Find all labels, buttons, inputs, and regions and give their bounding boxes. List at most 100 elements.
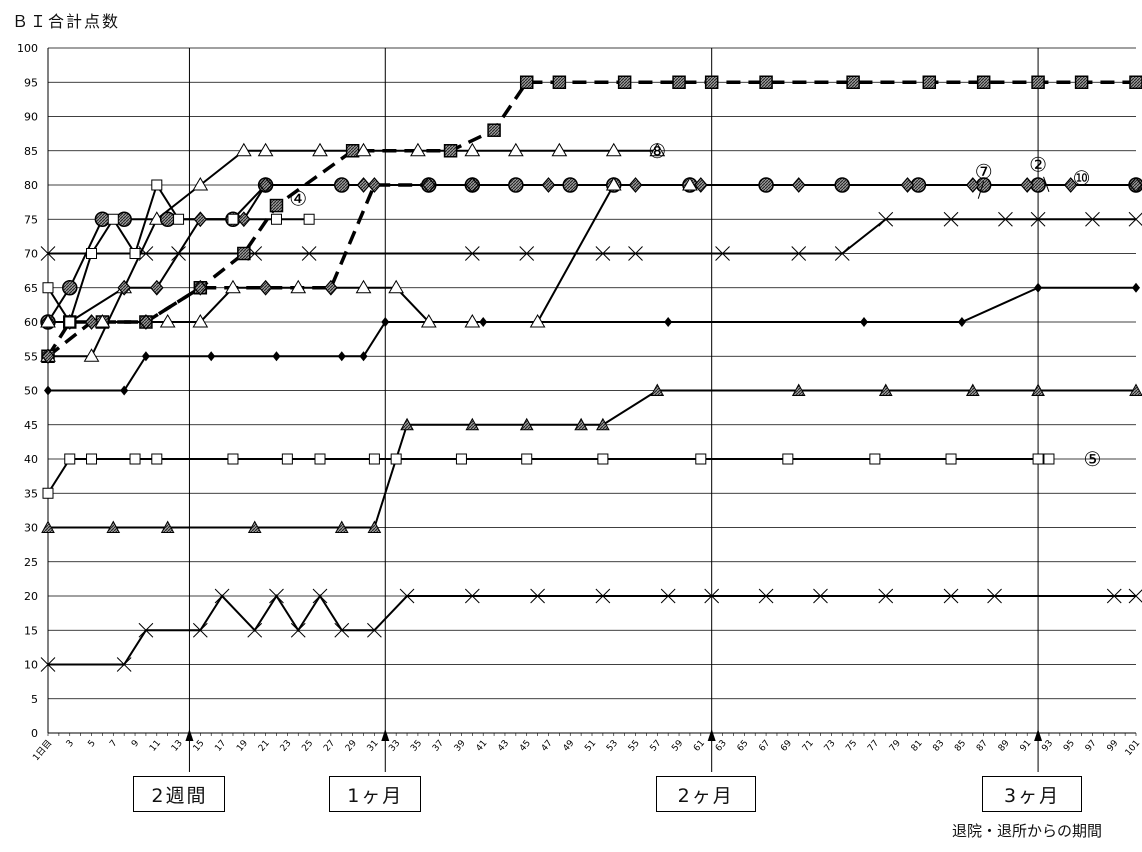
marker-diamond-filled <box>359 351 368 362</box>
x-tick-label: 53 <box>605 739 620 754</box>
marker-triangle-open <box>507 142 524 157</box>
marker-x <box>998 211 1013 227</box>
marker-triangle-hatched <box>878 383 893 396</box>
marker-square-open <box>695 453 707 465</box>
marker-square-open <box>86 453 98 465</box>
marker-square-open <box>869 453 881 465</box>
marker-diamond-hatched <box>1129 177 1142 193</box>
marker-circle-filled <box>94 211 111 227</box>
marker-square-open <box>314 453 326 465</box>
x-tick-label: 21 <box>257 739 272 754</box>
marker-x <box>138 622 154 638</box>
series-markers <box>40 177 698 328</box>
x-tick-label: 45 <box>518 739 533 754</box>
x-tick-label: 61 <box>692 739 707 754</box>
marker-x <box>834 246 850 261</box>
milestone-label: 1ヶ月 <box>347 784 404 807</box>
milestone-label-box: 2週間 <box>133 776 226 812</box>
marker-square-filled <box>1074 75 1089 89</box>
marker-x <box>301 246 317 261</box>
milestone-arrow <box>381 729 390 741</box>
marker-x <box>595 246 611 261</box>
marker-x <box>247 246 263 261</box>
marker-square-filled <box>487 123 501 137</box>
marker-diamond-hatched <box>258 177 273 193</box>
y-tick-label: 100 <box>17 42 38 55</box>
marker-square-open <box>303 213 315 225</box>
x-tick-label: 81 <box>910 739 925 754</box>
marker-diamond-hatched <box>1063 177 1078 193</box>
y-tick-label: 90 <box>24 111 38 124</box>
marker-triangle-open <box>235 142 252 157</box>
marker-x <box>116 657 132 672</box>
x-tick-label: 3 <box>65 739 76 750</box>
marker-triangle-open <box>192 314 209 328</box>
marker-square-open <box>390 453 402 465</box>
y-tick-label: 85 <box>24 145 38 158</box>
y-tick-label: 10 <box>24 659 38 672</box>
x-tick-label: 47 <box>540 739 555 754</box>
milestone-arrow <box>185 729 194 741</box>
marker-diamond-filled <box>479 317 488 327</box>
marker-triangle-hatched <box>791 383 806 396</box>
marker-diamond-filled <box>1034 282 1043 293</box>
marker-square-open <box>281 453 293 465</box>
y-tick-label: 35 <box>24 487 38 500</box>
x-tick-label: 19 <box>235 738 250 753</box>
marker-x <box>312 588 328 604</box>
marker-circle-filled <box>159 211 176 227</box>
marker-x <box>464 246 480 261</box>
marker-triangle-open <box>464 142 481 157</box>
marker-triangle-open <box>312 142 328 157</box>
x-tick-label: 27 <box>322 739 337 754</box>
milestone-label: 3ヶ月 <box>1004 784 1061 807</box>
marker-x <box>171 246 186 261</box>
marker-triangle-hatched <box>574 417 588 431</box>
x-tick-label: 29 <box>344 738 359 753</box>
x-tick-label: 23 <box>279 739 294 754</box>
marker-x <box>878 211 894 227</box>
series-annotation: ⑦ <box>975 159 993 183</box>
series-line <box>48 286 1136 392</box>
marker-square-open <box>945 453 957 465</box>
series-line <box>46 80 1136 358</box>
x-tick-label: 55 <box>627 739 642 754</box>
marker-x <box>367 622 382 638</box>
marker-diamond-hatched <box>694 177 708 193</box>
marker-diamond-filled <box>141 351 150 362</box>
marker-square-filled <box>1031 75 1045 89</box>
x-tick-label: 37 <box>431 739 446 754</box>
marker-circle-filled <box>334 177 350 193</box>
x-tick-label: 33 <box>387 739 402 754</box>
marker-square-filled <box>922 75 937 89</box>
marker-diamond-filled <box>44 385 52 396</box>
y-tick-label: 45 <box>24 419 38 432</box>
series-markers <box>44 282 1140 396</box>
marker-diamond-hatched <box>465 177 480 193</box>
marker-diamond-hatched <box>237 211 251 228</box>
series-annotation: ⑧ <box>648 139 666 163</box>
marker-diamond-filled <box>120 385 129 396</box>
marker-square-filled <box>345 144 360 158</box>
x-tick-label: 25 <box>300 739 315 754</box>
x-tick-label: 75 <box>844 739 859 754</box>
marker-x <box>660 588 676 604</box>
x-tick-label: 91 <box>1018 739 1033 754</box>
marker-x <box>943 211 959 227</box>
marker-square-open <box>368 453 380 465</box>
x-tick-label: 93 <box>1040 739 1055 754</box>
marker-x <box>1128 588 1142 604</box>
marker-triangle-open <box>420 314 437 328</box>
x-tick-label: 35 <box>409 739 424 754</box>
marker-diamond-hatched <box>541 177 556 193</box>
x-tick-label: 77 <box>866 739 881 754</box>
y-tick-label: 25 <box>24 556 38 569</box>
marker-triangle-open <box>225 279 241 294</box>
series-markers <box>41 383 1142 533</box>
marker-x <box>399 588 415 604</box>
marker-x <box>715 246 730 261</box>
marker-square-filled <box>519 75 534 89</box>
marker-square-filled <box>759 75 773 89</box>
marker-x <box>704 588 720 604</box>
marker-x <box>1085 211 1100 227</box>
